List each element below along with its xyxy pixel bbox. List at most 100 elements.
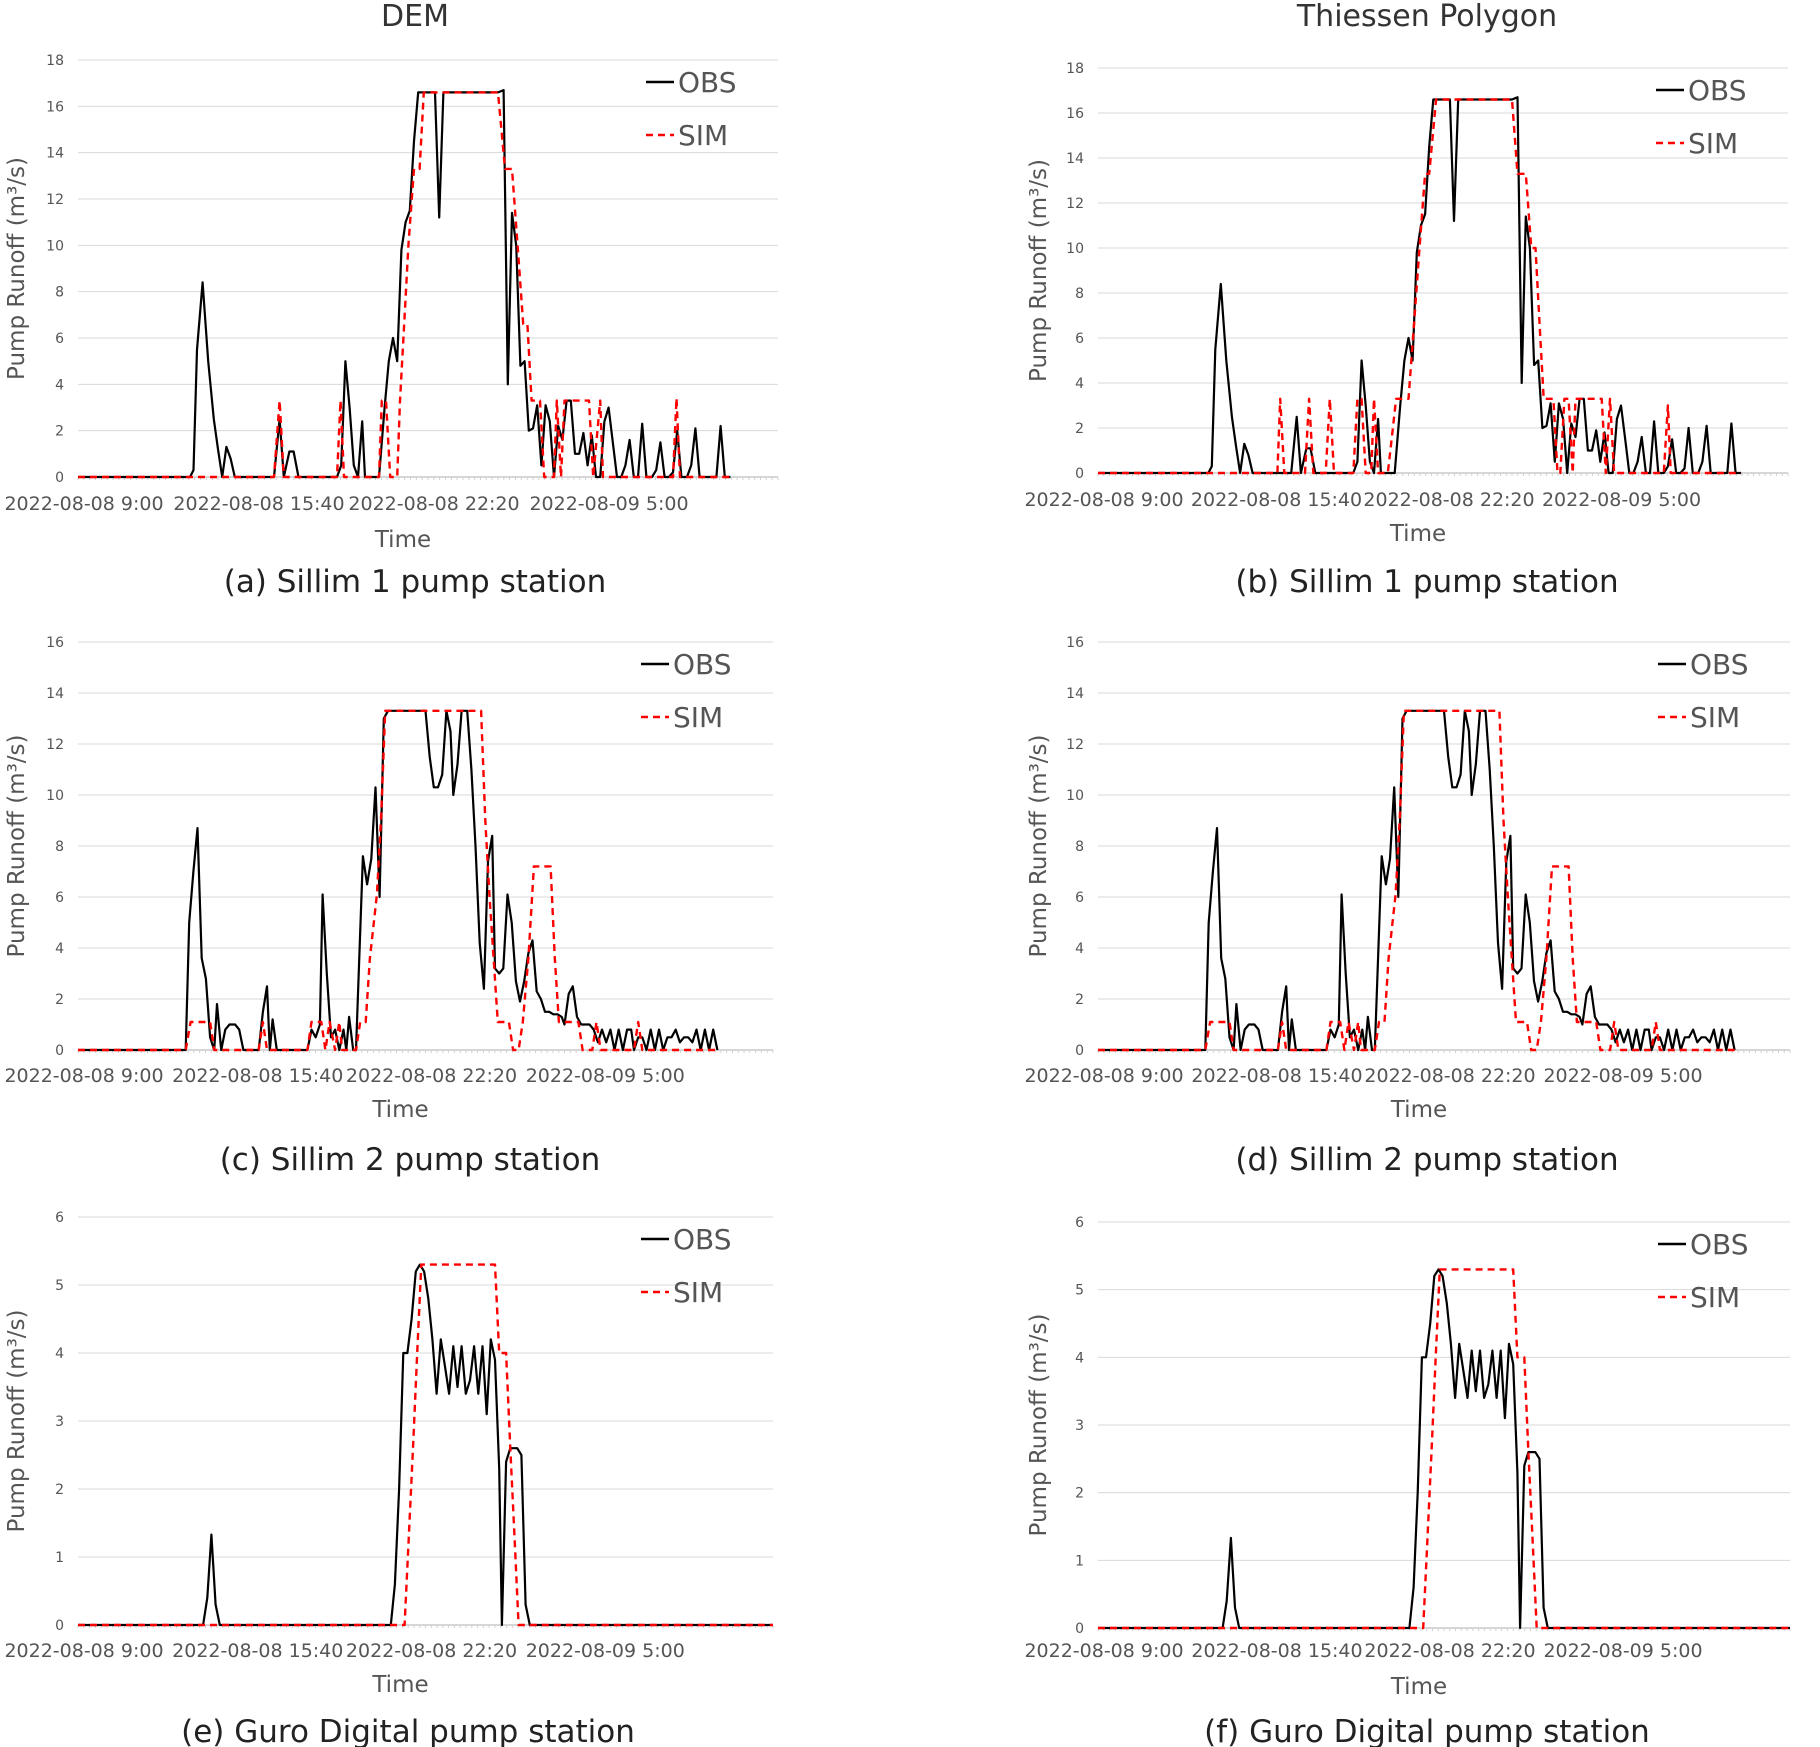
y-axis-label: Pump Runoff (m³/s) [4, 1310, 30, 1533]
y-tick-label: 8 [1075, 286, 1084, 302]
y-tick-label: 0 [55, 470, 64, 486]
y-tick-label: 12 [46, 737, 64, 753]
y-tick-label: 18 [46, 53, 64, 69]
y-tick-label: 2 [1075, 1486, 1084, 1502]
y-tick-label: 0 [1075, 1043, 1084, 1059]
y-tick-label: 12 [1066, 737, 1084, 753]
y-axis-label: Pump Runoff (m³/s) [1026, 159, 1052, 382]
y-axis-label: Pump Runoff (m³/s) [1026, 735, 1052, 958]
y-tick-label: 4 [1075, 941, 1084, 957]
y-tick-label: 10 [1066, 241, 1084, 257]
x-tick-label: 2022-08-08 9:00 [4, 1640, 163, 1662]
x-tick-label: 2022-08-08 9:00 [4, 493, 163, 515]
legend-sim-label: SIM [678, 119, 728, 152]
chart-panel: 0 2 4 6 8 10 12 14 16 2022-08-08 9:00 2022-08-08 1… [4, 635, 774, 1178]
x-tick-label: 2022-08-08 9:00 [1024, 489, 1183, 511]
y-tick-label: 5 [55, 1278, 64, 1294]
x-axis-label: Time [1390, 1097, 1447, 1123]
panel-caption: (c) Sillim 2 pump station [220, 1142, 601, 1178]
y-tick-label: 5 [1075, 1283, 1084, 1299]
y-tick-label: 6 [1075, 331, 1084, 347]
x-tick-label: 2022-08-09 5:00 [1543, 1065, 1702, 1087]
x-tick-label: 2022-08-08 22:20 [1363, 489, 1534, 511]
panel-caption: (a) Sillim 1 pump station [224, 564, 607, 600]
y-tick-label: 12 [1066, 196, 1084, 212]
obs-series-line [1098, 709, 1736, 1052]
x-tick-label: 2022-08-08 9:00 [1024, 1640, 1183, 1662]
x-tick-label: 2022-08-09 5:00 [1542, 489, 1701, 511]
legend-obs-label: OBS [1688, 74, 1747, 107]
y-tick-label: 6 [55, 890, 64, 906]
y-tick-label: 0 [55, 1618, 64, 1634]
y-tick-label: 4 [1075, 376, 1084, 392]
legend-sim-label: SIM [1690, 701, 1740, 734]
legend-sim-label: SIM [1690, 1281, 1740, 1314]
panel-caption: (f) Guro Digital pump station [1204, 1714, 1650, 1747]
legend-obs-label: OBS [1690, 648, 1749, 681]
legend-sim-label: SIM [1688, 127, 1738, 160]
y-tick-label: 6 [1075, 1215, 1084, 1231]
x-tick-label: 2022-08-08 15:40 [172, 1065, 343, 1087]
y-tick-label: 14 [46, 686, 64, 702]
x-tick-label: 2022-08-08 9:00 [4, 1065, 163, 1087]
y-axis-label: Pump Runoff (m³/s) [4, 735, 30, 958]
y-tick-label: 2 [55, 992, 64, 1008]
y-tick-label: 4 [55, 1346, 64, 1362]
column-title-dem: DEM [381, 0, 449, 34]
y-tick-label: 10 [1066, 788, 1084, 804]
obs-series-line [78, 88, 731, 479]
x-tick-label: 2022-08-08 15:40 [1191, 1640, 1362, 1662]
y-tick-label: 4 [55, 941, 64, 957]
y-tick-label: 10 [46, 788, 64, 804]
y-axis-label: Pump Runoff (m³/s) [1026, 1314, 1052, 1537]
sim-series-line [1098, 709, 1735, 1052]
y-tick-label: 8 [55, 285, 64, 301]
y-tick-label: 6 [1075, 890, 1084, 906]
y-tick-label: 12 [46, 192, 64, 208]
y-tick-label: 6 [55, 1210, 64, 1226]
x-axis-label: Time [1390, 1674, 1447, 1700]
legend-obs-label: OBS [1690, 1228, 1749, 1261]
chart-panel: 0 2 4 6 8 10 12 14 16 18 2022-08-08 9:00 2022-08-08… [4, 53, 779, 600]
y-tick-label: 0 [1075, 1621, 1084, 1637]
y-tick-label: 2 [55, 424, 64, 440]
chart-panel: 0 2 4 6 8 10 12 14 16 18 2022-08-08 9:00 2022-08-08… [1024, 61, 1789, 600]
x-tick-label: 2022-08-08 9:00 [1024, 1065, 1183, 1087]
y-tick-label: 1 [1075, 1553, 1084, 1569]
x-axis-label: Time [371, 1672, 428, 1698]
obs-series-line [78, 1263, 773, 1627]
sim-series-line [1098, 98, 1742, 475]
y-tick-label: 4 [55, 377, 64, 393]
y-tick-label: 8 [1075, 839, 1084, 855]
x-tick-label: 2022-08-08 15:40 [172, 1640, 343, 1662]
obs-series-line [78, 709, 719, 1052]
legend-sim-label: SIM [673, 701, 723, 734]
y-tick-label: 8 [55, 839, 64, 855]
y-tick-label: 16 [46, 635, 64, 651]
chart-panel: 0 2 4 6 8 10 12 14 16 2022-08-08 9:00 2022-08-08 1… [1024, 635, 1791, 1178]
y-tick-label: 2 [1075, 992, 1084, 1008]
obs-series-line [1098, 1268, 1790, 1630]
x-tick-label: 2022-08-08 22:20 [1364, 1640, 1535, 1662]
y-tick-label: 14 [1066, 151, 1084, 167]
x-tick-label: 2022-08-08 15:40 [173, 493, 344, 515]
x-axis-label: Time [374, 527, 431, 553]
y-tick-label: 0 [1075, 466, 1084, 482]
x-tick-label: 2022-08-08 15:40 [1191, 1065, 1362, 1087]
x-tick-label: 2022-08-08 22:20 [346, 1640, 517, 1662]
y-tick-label: 14 [46, 146, 64, 162]
y-tick-label: 0 [55, 1043, 64, 1059]
legend-obs-label: OBS [678, 66, 737, 99]
y-tick-label: 16 [1066, 106, 1084, 122]
x-tick-label: 2022-08-09 5:00 [526, 1640, 685, 1662]
legend-obs-label: OBS [673, 1223, 732, 1256]
y-tick-label: 14 [1066, 686, 1084, 702]
x-tick-label: 2022-08-08 22:20 [348, 493, 519, 515]
sim-series-line [1098, 1268, 1790, 1630]
column-title-thiessen: Thiessen Polygon [1296, 0, 1557, 34]
sim-series-line [78, 709, 718, 1052]
y-tick-label: 10 [46, 238, 64, 254]
